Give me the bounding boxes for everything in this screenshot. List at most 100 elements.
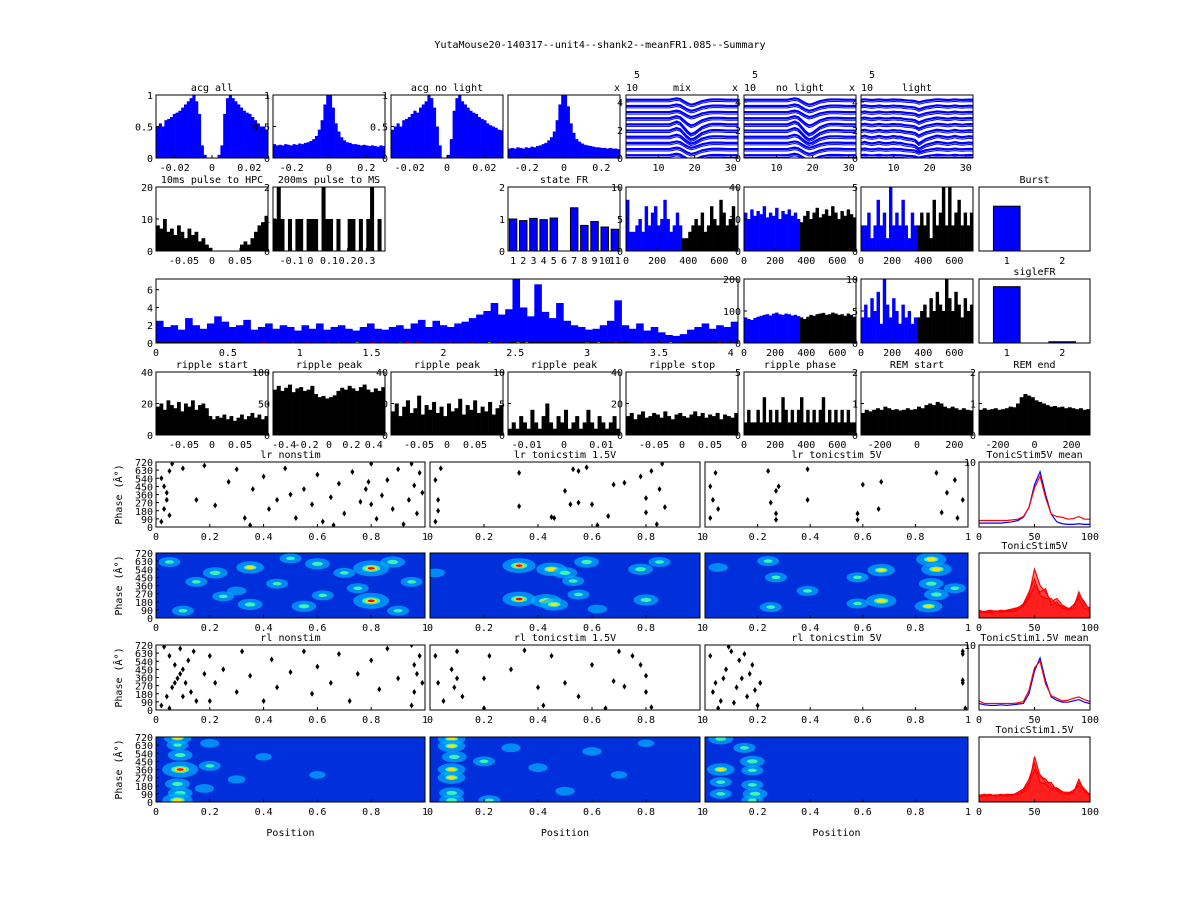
histogram-bar xyxy=(332,395,337,435)
histogram-bar xyxy=(612,416,617,435)
histogram-bar xyxy=(898,225,902,251)
histogram-bar xyxy=(280,219,285,251)
panel-title: ripple peak xyxy=(296,360,362,371)
histogram-bar xyxy=(264,215,268,251)
histogram-bar xyxy=(834,409,838,435)
x-tick-label: 0 xyxy=(209,256,215,267)
x-tick-label: 0.6 xyxy=(854,532,872,543)
histogram-bar xyxy=(156,126,160,158)
firing-rate-bar xyxy=(468,318,477,343)
x-tick-label: 200 xyxy=(766,256,784,267)
histogram-bar xyxy=(837,314,841,343)
histogram-bar xyxy=(697,225,701,251)
y-tick-label: 90 xyxy=(141,698,153,709)
heat-spot-peak xyxy=(447,767,456,772)
histogram-bar xyxy=(913,225,918,251)
histogram-bar xyxy=(958,409,963,435)
x-tick-label: 600 xyxy=(828,256,846,267)
axes-box xyxy=(429,736,701,803)
y-tick-label: 4 xyxy=(735,98,741,109)
firing-rate-bar xyxy=(265,323,273,343)
waveform-line xyxy=(744,120,856,136)
waveform-line xyxy=(744,146,856,156)
spike-point xyxy=(752,687,757,694)
spike-point xyxy=(742,651,747,658)
histogram-bar xyxy=(734,412,738,435)
histogram-bar xyxy=(455,98,459,158)
firing-rate-bar xyxy=(177,329,186,343)
y-tick-label: 0.5 xyxy=(252,123,270,134)
histogram-bar xyxy=(310,219,315,251)
y-tick-label: 40 xyxy=(729,183,741,194)
histogram-bar xyxy=(765,314,770,343)
spike-point xyxy=(369,462,374,467)
histogram-bar xyxy=(158,123,162,158)
marks xyxy=(708,466,965,523)
histogram-bar xyxy=(365,145,369,158)
spike-point xyxy=(563,679,567,686)
firing-rate-bar xyxy=(577,327,586,343)
histogram-bar xyxy=(564,95,568,158)
x-tick-label: 0 xyxy=(153,348,159,359)
spike-point xyxy=(188,688,193,695)
heat-spot-core xyxy=(640,597,652,603)
marks xyxy=(979,567,1090,618)
histogram-bar xyxy=(812,212,816,251)
y-tick-label: 0 xyxy=(264,154,270,165)
y-tick-label: 0 xyxy=(147,247,153,258)
histogram-bar xyxy=(901,199,905,251)
spike-point xyxy=(269,656,274,663)
firing-rate-bar xyxy=(301,325,310,343)
histogram-bar xyxy=(781,397,785,435)
y-tick-label: 630 xyxy=(135,466,153,477)
histogram-bar xyxy=(247,416,251,435)
histogram-bar xyxy=(904,225,908,251)
heat-spot-core xyxy=(172,781,183,787)
histogram-bar xyxy=(289,145,293,158)
histogram-bar xyxy=(633,419,638,435)
heat-spot xyxy=(582,747,602,756)
x-tick-label: 0 xyxy=(444,163,450,174)
waveform-line xyxy=(861,131,973,139)
y-tick-label: 540 xyxy=(135,474,153,485)
histogram-bar xyxy=(427,95,431,158)
histogram-bar xyxy=(358,219,363,251)
histogram-bar xyxy=(560,422,565,435)
histogram-bar xyxy=(530,146,534,158)
histogram-bar xyxy=(939,403,944,435)
histogram-bar xyxy=(1067,407,1072,435)
histogram-bar xyxy=(430,98,434,158)
x-tick-label: 0 xyxy=(307,256,313,267)
marks xyxy=(979,394,1090,435)
y-tick-label: 540 xyxy=(135,657,153,668)
spike-point xyxy=(159,518,164,525)
spike-point xyxy=(162,645,167,650)
histogram-bar xyxy=(960,225,964,251)
x-tick-label: 0.2 xyxy=(749,807,767,818)
x-tick-label: 0.2 xyxy=(475,715,493,726)
x-tick-label: -0.05 xyxy=(639,440,669,451)
marks xyxy=(508,207,620,251)
x-tick-label: 400 xyxy=(914,256,932,267)
histogram-bar xyxy=(281,145,285,158)
spike-point xyxy=(377,686,382,693)
histogram-bar xyxy=(1041,403,1046,435)
histogram-bar xyxy=(1030,397,1035,435)
histogram-bar xyxy=(710,206,714,251)
histogram-bar xyxy=(689,414,694,435)
y-tick-label: 270 xyxy=(135,774,153,785)
heat-spot xyxy=(227,586,247,596)
histogram-bar xyxy=(708,414,713,435)
x-tick-label: 20 xyxy=(689,163,701,174)
spike-point xyxy=(301,486,306,493)
spike-point xyxy=(213,679,218,686)
histogram-bar xyxy=(450,411,455,435)
histogram-bar xyxy=(815,314,819,343)
panel-title: acg no light xyxy=(411,83,483,94)
histogram-bar xyxy=(993,408,998,435)
spike-point xyxy=(438,465,443,472)
histogram-bar xyxy=(510,147,514,158)
histogram-bar xyxy=(828,215,832,251)
histogram-bar xyxy=(500,130,503,158)
